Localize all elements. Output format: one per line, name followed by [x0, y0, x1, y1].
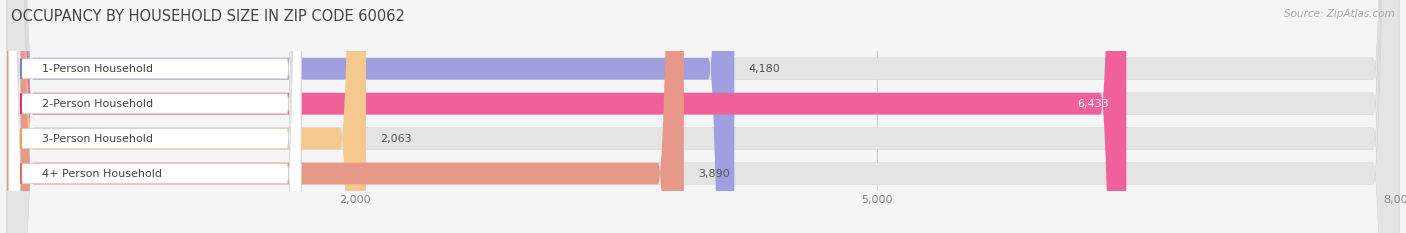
- Text: 3-Person Household: 3-Person Household: [42, 134, 153, 144]
- FancyBboxPatch shape: [8, 0, 301, 233]
- Text: 4,180: 4,180: [748, 64, 780, 74]
- Text: 2-Person Household: 2-Person Household: [42, 99, 153, 109]
- Text: OCCUPANCY BY HOUSEHOLD SIZE IN ZIP CODE 60062: OCCUPANCY BY HOUSEHOLD SIZE IN ZIP CODE …: [11, 9, 405, 24]
- FancyBboxPatch shape: [8, 0, 301, 233]
- Text: 4+ Person Household: 4+ Person Household: [42, 169, 162, 178]
- FancyBboxPatch shape: [7, 0, 1399, 233]
- Text: 6,433: 6,433: [1077, 99, 1109, 109]
- Text: 2,063: 2,063: [380, 134, 412, 144]
- FancyBboxPatch shape: [7, 0, 683, 233]
- Text: 3,890: 3,890: [697, 169, 730, 178]
- FancyBboxPatch shape: [7, 0, 1399, 233]
- FancyBboxPatch shape: [7, 0, 1126, 233]
- FancyBboxPatch shape: [8, 0, 301, 233]
- FancyBboxPatch shape: [8, 0, 301, 233]
- FancyBboxPatch shape: [7, 0, 1399, 233]
- Text: Source: ZipAtlas.com: Source: ZipAtlas.com: [1284, 9, 1395, 19]
- Text: 1-Person Household: 1-Person Household: [42, 64, 153, 74]
- FancyBboxPatch shape: [7, 0, 366, 233]
- FancyBboxPatch shape: [7, 0, 734, 233]
- FancyBboxPatch shape: [7, 0, 1399, 233]
